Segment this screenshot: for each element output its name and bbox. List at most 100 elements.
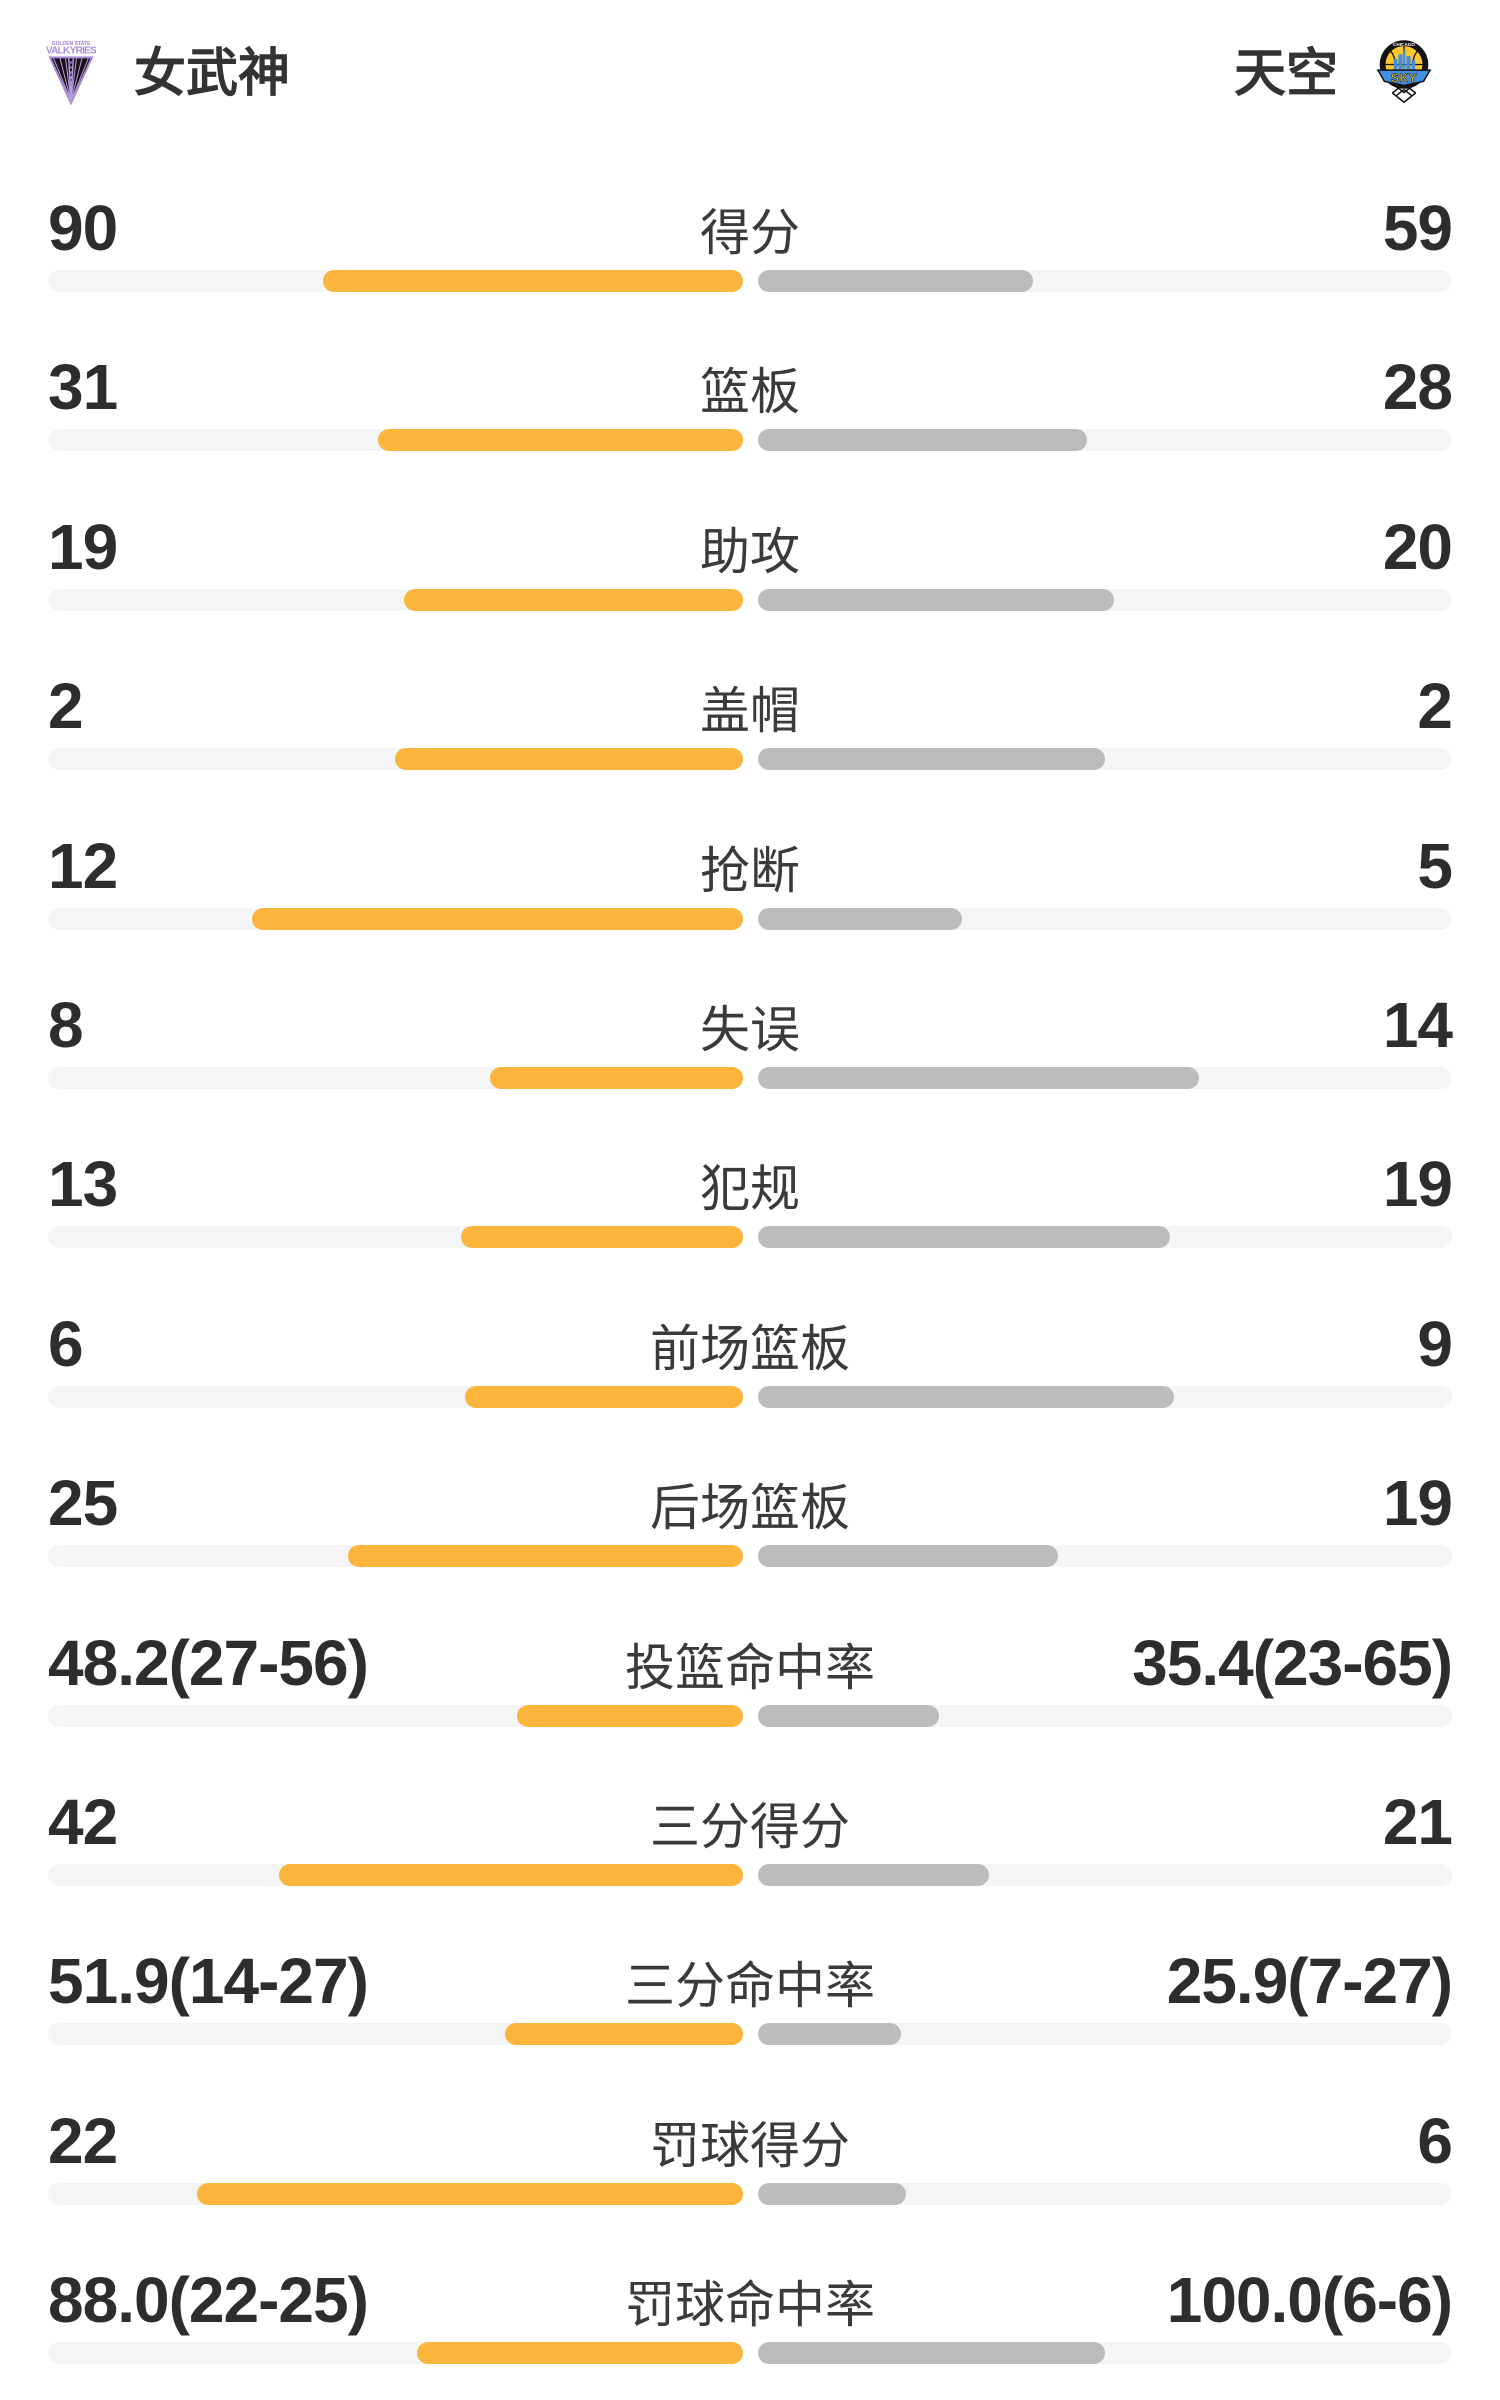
stat-label: 盖帽 [700, 683, 800, 740]
stat-row: 31 篮板 28 [48, 351, 1453, 514]
valkyries-logo-icon: GOLDEN STATE VALKYRIES [46, 39, 98, 110]
stat-row: 88.0(22-25) 罚球命中率 100.0(6-6) [48, 2264, 1453, 2400]
away-bar-fill [757, 1545, 1058, 1568]
svg-text:CHICAGO: CHICAGO [1393, 41, 1415, 46]
stat-label: 前场篮板 [650, 1320, 850, 1377]
home-value: 31 [48, 351, 118, 424]
stat-bars [48, 2182, 1452, 2205]
home-bar-fill [489, 1066, 743, 1089]
stat-label: 抢断 [700, 842, 800, 899]
home-bar-track [48, 2182, 743, 2205]
stat-values-line: 2 盖帽 2 [48, 670, 1453, 743]
stat-row: 90 得分 59 [48, 192, 1453, 355]
home-bar-fill [395, 748, 743, 771]
stat-bars [48, 1066, 1452, 1089]
stat-bars [48, 1226, 1452, 1249]
home-bar-track [48, 588, 743, 611]
stat-label: 助攻 [700, 523, 800, 580]
home-value: 90 [48, 192, 118, 264]
away-bar-fill [757, 2182, 907, 2205]
home-value: 88.0(22-25) [48, 2264, 369, 2337]
teams-header: GOLDEN STATE VALKYRIES [0, 0, 1500, 112]
away-value: 2 [1417, 670, 1453, 743]
home-bar-fill [252, 907, 743, 930]
stat-values-line: 51.9(14-27) 三分命中率 25.9(7-27) [48, 1945, 1453, 2018]
away-team[interactable]: 天空 CHICAGO [1234, 38, 1432, 111]
away-bar-fill [757, 1226, 1171, 1249]
home-value: 12 [48, 829, 118, 902]
stat-bars [48, 588, 1452, 611]
stat-row: 12 抢断 5 [48, 829, 1453, 993]
stat-row: 6 前场篮板 9 [48, 1307, 1453, 1471]
away-bar-track [757, 1066, 1452, 1089]
home-value: 42 [48, 1785, 118, 1858]
home-bar-fill [464, 1385, 743, 1408]
home-value: 6 [48, 1307, 84, 1380]
home-bar-fill [504, 2023, 743, 2046]
stat-values-line: 6 前场篮板 9 [48, 1307, 1453, 1380]
home-team[interactable]: GOLDEN STATE VALKYRIES [46, 39, 290, 110]
stat-values-line: 22 罚球得分 6 [48, 2109, 1453, 2174]
stat-label: 篮板 [700, 364, 800, 421]
away-value: 19 [1382, 1467, 1453, 1540]
stat-label: 罚球得分 [650, 2117, 850, 2174]
svg-text:VALKYRIES: VALKYRIES [46, 45, 96, 56]
away-bar-track [757, 588, 1452, 611]
away-value: 19 [1382, 1148, 1453, 1221]
away-bar-track [757, 1545, 1452, 1568]
home-bar-track [48, 2342, 743, 2365]
stat-label: 犯规 [700, 1161, 800, 1218]
home-bar-track [48, 1704, 743, 1727]
away-bar-track [757, 2342, 1452, 2365]
home-bar-fill [516, 1704, 743, 1727]
home-bar-fill [323, 270, 743, 292]
stat-bars [48, 907, 1452, 930]
stat-bars [48, 748, 1452, 771]
home-bar-track [48, 1385, 743, 1408]
stat-values-line: 31 篮板 28 [48, 351, 1453, 424]
home-value: 13 [48, 1148, 118, 1221]
stat-label: 投篮命中率 [625, 1639, 875, 1696]
away-bar-track [757, 1226, 1452, 1249]
home-value: 48.2(27-56) [48, 1626, 369, 1699]
stat-values-line: 42 三分得分 21 [48, 1785, 1453, 1858]
stat-values-line: 25 后场篮板 19 [48, 1467, 1453, 1540]
stat-row: 48.2(27-56) 投篮命中率 35.4(23-65) [48, 1626, 1453, 1790]
away-value: 59 [1382, 192, 1453, 264]
home-bar-track [48, 748, 743, 771]
svg-text:GOLDEN STATE: GOLDEN STATE [52, 40, 91, 46]
sky-logo-icon: CHICAGO SKY [1376, 38, 1432, 111]
stats-list: 90 得分 59 31 篮板 28 [0, 196, 1500, 2400]
stat-bars [48, 1385, 1452, 1408]
home-value: 19 [48, 510, 118, 583]
stat-bars [48, 1863, 1452, 1886]
stat-label: 罚球命中率 [625, 2277, 875, 2334]
away-value: 5 [1417, 829, 1453, 902]
home-bar-fill [404, 588, 743, 611]
away-bar-fill [757, 429, 1088, 452]
stat-values-line: 90 得分 59 [48, 192, 1453, 264]
away-bar-track [757, 1863, 1452, 1886]
away-bar-track [757, 2182, 1452, 2205]
home-value: 51.9(14-27) [48, 1945, 369, 2018]
away-value: 100.0(6-6) [1166, 2264, 1453, 2337]
stat-row: 13 犯规 19 [48, 1148, 1453, 1311]
home-bar-fill [196, 2182, 743, 2205]
home-team-name: 女武神 [134, 45, 291, 103]
home-bar-track [48, 907, 743, 930]
away-value: 9 [1417, 1307, 1453, 1380]
away-bar-track [757, 748, 1452, 771]
stat-values-line: 88.0(22-25) 罚球命中率 100.0(6-6) [48, 2264, 1453, 2337]
stat-bars [48, 1704, 1452, 1727]
away-value: 28 [1382, 351, 1453, 424]
stat-values-line: 19 助攻 20 [48, 510, 1453, 583]
away-value: 35.4(23-65) [1132, 1626, 1453, 1699]
stat-row: 25 后场篮板 19 [48, 1467, 1453, 1630]
home-bar-track [48, 1066, 743, 1089]
away-bar-track [757, 1385, 1452, 1408]
stat-bars [48, 2023, 1452, 2046]
home-bar-track [48, 270, 743, 292]
home-bar-fill [460, 1226, 743, 1249]
stat-row: 42 三分得分 21 [48, 1785, 1453, 1949]
away-bar-fill [757, 1066, 1200, 1089]
